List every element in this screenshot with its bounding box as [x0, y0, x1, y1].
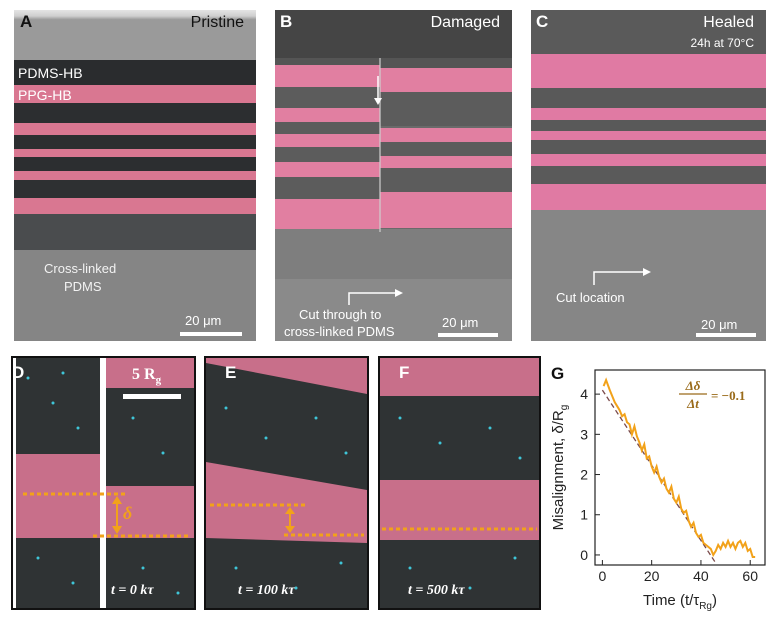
plot-frame	[594, 369, 766, 566]
time-label-e: t = 100 kτ	[238, 583, 295, 598]
x-axis-label-close: )	[712, 592, 717, 609]
x-tick-label: 60	[742, 568, 758, 584]
y-tick-label: 0	[580, 547, 588, 563]
panel-c: C Healed 24h at 70°C Cut location 20 μm	[531, 10, 766, 341]
delta-label-d: δ	[123, 503, 133, 523]
panel-letter-a: A	[20, 12, 33, 31]
label-pdms: PDMS	[64, 279, 102, 294]
annotation-numerator: Δδ	[685, 378, 701, 393]
panel-b-title: Damaged	[430, 14, 500, 31]
panel-e: E t = 100 kτ	[204, 356, 369, 610]
y-axis-label: Misalignment, δ/Rg	[550, 405, 570, 531]
x-tick-label: 40	[693, 568, 709, 584]
y-tick-label: 2	[580, 467, 588, 483]
panel-letter-d: D	[12, 363, 25, 382]
panel-d: D 5 Rg δ t = 0 kτ	[11, 356, 196, 610]
micrograph-b	[275, 10, 512, 341]
annotation-value: = −0.1	[711, 388, 745, 403]
scale-bar-label-a: 20 μm	[185, 313, 222, 328]
label-pdms-hb: PDMS-HB	[18, 65, 83, 81]
panel-b: B Damaged Cut through to cross-linked PD…	[275, 10, 512, 341]
simulation-d	[13, 358, 194, 608]
panel-c-title: Healed	[703, 14, 754, 31]
simulation-e	[206, 358, 367, 608]
time-label-d: t = 0 kτ	[111, 583, 154, 598]
y-tick-label: 4	[580, 386, 588, 402]
x-tick-label: 20	[644, 568, 660, 584]
y-tick-label: 3	[580, 426, 588, 442]
x-tick-label: 0	[598, 568, 606, 584]
panel-f: F t = 500 kτ	[378, 356, 541, 610]
scale-bar-label-c: 20 μm	[701, 317, 738, 332]
annotation-denominator: Δt	[686, 396, 699, 411]
scale-bar-label-b: 20 μm	[442, 315, 479, 330]
y-tick-label: 1	[580, 507, 588, 523]
simulation-f	[380, 358, 539, 608]
cut-label-1: Cut through to	[299, 307, 382, 322]
series-line	[602, 377, 756, 558]
panel-c-subtitle: 24h at 70°C	[690, 36, 754, 50]
x-axis-label-sub: Rg	[699, 601, 712, 612]
panel-a-title: Pristine	[190, 14, 244, 31]
panel-letter-g: G	[551, 364, 565, 383]
cut-location-label: Cut location	[556, 290, 625, 305]
misalignment-chart: 0 20 40 60 0 1 2 3 4 Δδ Δt = −0.1 Time (t/τRg) Misali…	[550, 369, 766, 612]
scale-bar-label-d: 5 Rg	[132, 366, 161, 386]
micrograph-a	[14, 10, 256, 341]
panel-letter-c: C	[536, 12, 549, 31]
x-axis-label: Time (t/τRg)	[643, 592, 717, 612]
label-crosslinked: Cross-linked	[44, 261, 117, 276]
cut-label-2: cross-linked PDMS	[284, 324, 395, 339]
panel-letter-b: B	[280, 12, 293, 31]
time-label-f: t = 500 kτ	[408, 583, 465, 598]
panel-letter-e: E	[225, 363, 237, 382]
scale-bar-d-sub: g	[155, 374, 162, 387]
micrograph-c	[531, 10, 766, 341]
scale-bar-d-text: 5 R	[132, 366, 156, 383]
y-axis-label-sub: g	[559, 405, 570, 411]
panel-letter-f: F	[399, 363, 410, 382]
panel-a: A Pristine PDMS-HB PPG-HB Cross-linked P…	[14, 10, 256, 341]
label-ppg-hb: PPG-HB	[18, 87, 72, 103]
